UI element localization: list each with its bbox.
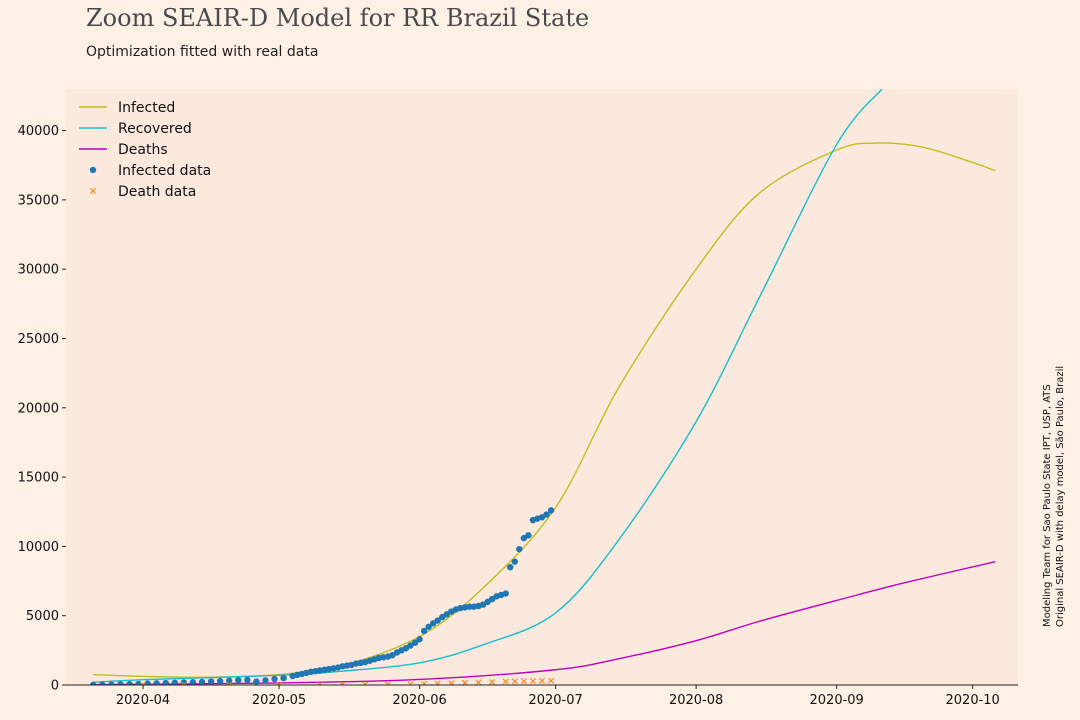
infected-data-point xyxy=(502,590,509,597)
infected-data-point xyxy=(434,617,441,624)
x-tick-label: 2020-05 xyxy=(252,693,306,708)
plot-area xyxy=(66,89,1018,685)
infected-data-point xyxy=(153,680,160,685)
infected-data-point xyxy=(135,680,142,685)
y-tick-label: 15000 xyxy=(18,471,59,486)
death-data-point xyxy=(511,678,518,685)
infected-data-point xyxy=(511,558,518,565)
legend-swatch xyxy=(90,188,96,194)
x-tick-label: 2020-07 xyxy=(528,693,582,708)
y-tick-label: 30000 xyxy=(18,263,59,278)
infected-data-point xyxy=(425,623,432,630)
infected-data-point xyxy=(525,532,532,539)
death-data-point xyxy=(520,678,527,685)
credits: Modeling Team for Sao Paulo State IPT, U… xyxy=(1042,366,1066,627)
series-line-deaths xyxy=(93,560,996,685)
infected-data-point xyxy=(466,603,473,610)
legend-item: Infected data xyxy=(89,163,211,179)
x-tick-label: 2020-08 xyxy=(669,693,723,708)
death-data-point xyxy=(475,679,482,685)
death-data-point xyxy=(489,678,496,685)
infected-data-point xyxy=(244,676,251,684)
infected-data-point xyxy=(262,677,269,684)
y-tick-label: 40000 xyxy=(18,124,59,139)
credit-line-2: Original SEAIR-D with delay model, São P… xyxy=(1055,366,1066,627)
x-tick-label: 2020-09 xyxy=(810,693,864,708)
legend-swatch xyxy=(89,166,97,174)
legend-label: Death data xyxy=(118,184,196,200)
infected-data-point xyxy=(420,627,428,635)
infected-data-point xyxy=(162,679,169,685)
infected-data-point xyxy=(543,511,550,518)
death-data-point xyxy=(421,680,428,685)
infected-data-point xyxy=(416,636,423,643)
infected-data-point xyxy=(189,679,197,685)
y-tick-label: 25000 xyxy=(18,332,59,347)
infected-data-point xyxy=(144,680,151,685)
y-tick-label: 20000 xyxy=(18,401,59,416)
infected-data-point xyxy=(207,678,215,685)
y-tick-label: 10000 xyxy=(18,540,59,555)
death-data-point xyxy=(384,681,391,685)
y-tick-label: 0 xyxy=(51,679,59,694)
legend-label: Recovered xyxy=(118,121,192,137)
infected-data-point xyxy=(235,676,242,684)
infected-data-point xyxy=(226,677,233,684)
legend-label: Infected xyxy=(118,100,175,116)
x-tick-label: 2020-10 xyxy=(946,693,1000,708)
infected-data-point xyxy=(126,680,133,685)
death-data-point xyxy=(502,678,509,685)
infected-data-point xyxy=(108,681,115,685)
infected-data-point xyxy=(253,678,260,685)
legend-item: Infected xyxy=(79,100,175,116)
infected-data-point xyxy=(280,674,287,682)
death-data-point xyxy=(407,681,414,685)
x-tick-label: 2020-06 xyxy=(392,693,446,708)
y-tick-label: 35000 xyxy=(18,193,59,208)
axis-layer: 0 5000 10000 15000 20000 25000 30000 35000 40000… xyxy=(18,124,1018,708)
death-data-point xyxy=(539,677,545,684)
death-data-point xyxy=(548,677,555,684)
infected-data-point xyxy=(90,681,97,685)
infected-data-point xyxy=(547,507,555,514)
legend: Infected Recovered Deaths Infected data Deat… xyxy=(79,100,211,200)
legend-label: Infected data xyxy=(118,163,211,179)
infected-data-point xyxy=(411,639,419,646)
legend-item: Deaths xyxy=(79,142,168,158)
infected-data-point xyxy=(171,679,178,685)
infected-data-point xyxy=(216,677,224,685)
legend-item: Recovered xyxy=(79,121,192,137)
infected-data-point xyxy=(507,563,514,571)
death-data-point xyxy=(434,680,441,685)
legend-label: Deaths xyxy=(118,142,168,158)
chart-title: Zoom SEAIR-D Model for RR Brazil State xyxy=(86,4,590,32)
y-tick-label: 5000 xyxy=(26,609,59,624)
legend-item: Death data xyxy=(90,184,196,200)
credit-line-1: Modeling Team for Sao Paulo State IPT, U… xyxy=(1042,384,1053,627)
x-tick-label: 2020-04 xyxy=(116,693,170,708)
series-line-recovered xyxy=(93,89,883,683)
infected-data-point xyxy=(198,678,206,685)
chart-subtitle: Optimization fitted with real data xyxy=(86,44,319,60)
death-data-point xyxy=(529,677,536,684)
infected-data-point xyxy=(99,681,106,685)
infected-data-point xyxy=(516,545,523,553)
infected-data-point xyxy=(117,681,124,685)
infected-data-point xyxy=(271,675,278,683)
